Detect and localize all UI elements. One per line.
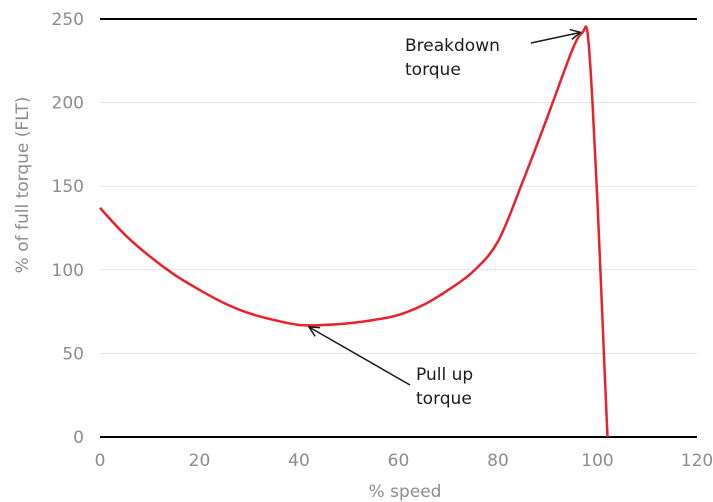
x-axis-title: % speed [369,482,442,502]
y-axis-title: % of full torque (FLT) [13,97,33,274]
annotation-label: torque [405,60,461,80]
annotation-label: Breakdown [405,36,500,56]
x-tick-label: 60 [388,451,410,471]
series-layer [99,25,609,438]
x-tick-label: 0 [95,451,106,471]
x-tick-label: 40 [288,451,310,471]
annotation-label: torque [416,389,472,409]
y-tick-label: 50 [62,344,84,364]
y-tick-label: 250 [52,10,84,30]
y-tick-label: 150 [52,177,84,197]
gridlines [100,102,697,354]
tick-labels: 0 50 100 150 200 250 0 20 40 60 80 100 120 [52,10,713,471]
x-tick-label: 20 [189,451,211,471]
x-tick-label: 80 [487,451,509,471]
y-tick-label: 100 [52,261,84,281]
axes [100,18,697,438]
annotation-label: Pull up [416,365,473,385]
annotation-arrow [309,327,411,386]
y-tick-label: 0 [73,428,84,448]
annotation-arrow [530,32,581,44]
series-line-0 [99,25,609,438]
x-tick-label: 100 [581,451,613,471]
annotations: Breakdown torque Pull up torque [309,32,581,409]
y-tick-label: 200 [52,94,84,114]
x-tick-label: 120 [681,451,713,471]
